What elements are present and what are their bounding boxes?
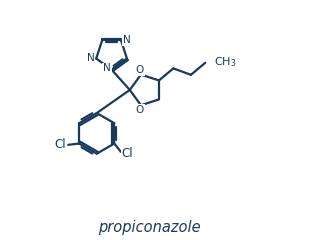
Text: N: N [103, 63, 111, 73]
Text: CH$_3$: CH$_3$ [214, 55, 236, 69]
Text: Cl: Cl [122, 147, 133, 160]
Text: N: N [87, 53, 94, 63]
Text: O: O [136, 105, 144, 115]
Text: Cl: Cl [55, 138, 66, 151]
Text: O: O [136, 65, 144, 75]
Text: propiconazole: propiconazole [98, 220, 201, 235]
Text: N: N [123, 36, 131, 45]
